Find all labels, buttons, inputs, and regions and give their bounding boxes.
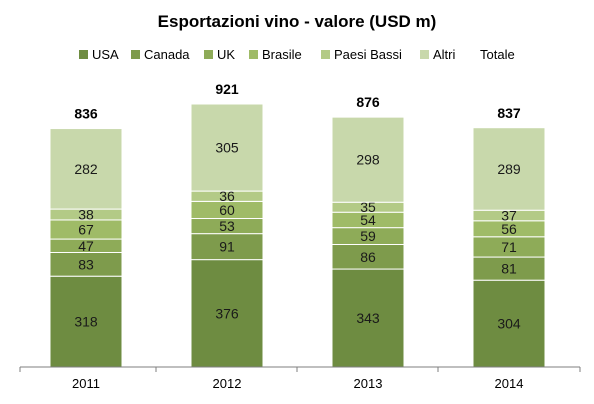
bar-label-2011-2: 47: [78, 238, 94, 254]
bar-label-2013-1: 86: [360, 249, 376, 265]
x-tick-2013: 2013: [354, 376, 383, 391]
bar-label-2012-0: 376: [215, 305, 239, 321]
bar-label-2013-3: 54: [360, 212, 376, 228]
bar-label-2012-3: 60: [219, 202, 235, 218]
bar-label-2012-2: 53: [219, 218, 235, 234]
chart-title: Esportazioni vino - valore (USD m): [158, 12, 437, 31]
total-label-2013: 876: [356, 94, 380, 110]
legend-label-1: Canada: [144, 47, 190, 62]
bar-label-2014-5: 289: [497, 161, 521, 177]
total-label-2012: 921: [215, 81, 239, 97]
bar-label-2011-3: 67: [78, 222, 94, 238]
x-tick-2012: 2012: [213, 376, 242, 391]
legend-swatch-1: [131, 50, 140, 59]
bar-2013-1: [331, 243, 405, 270]
bar-label-2012-4: 36: [219, 188, 235, 204]
total-labels: 836 921 876 837: [74, 81, 521, 121]
bar-label-2014-3: 56: [501, 221, 517, 237]
x-tick-2011: 2011: [72, 376, 100, 391]
legend-label-0: USA: [92, 47, 119, 62]
bar-label-2014-0: 304: [497, 316, 521, 332]
bar-label-2013-4: 35: [360, 199, 376, 215]
bar-label-2013-0: 343: [356, 310, 380, 326]
bar-2011-0: [49, 275, 123, 368]
bar-2011-5: [49, 128, 123, 210]
bar-2012-1: [190, 233, 264, 261]
bar-label-2013-5: 298: [356, 152, 380, 168]
bar-label-2014-1: 81: [501, 261, 517, 277]
bar-label-2011-0: 318: [74, 314, 98, 330]
bar-label-2011-5: 282: [74, 161, 98, 177]
legend: USA Canada UK Brasile Paesi Bassi Altri Totale: [79, 47, 515, 62]
bar-2014-5: [472, 127, 546, 211]
total-label-2014: 837: [497, 105, 521, 121]
bar-2013-5: [331, 116, 405, 203]
legend-label-2: UK: [217, 47, 235, 62]
legend-label-4: Paesi Bassi: [334, 47, 402, 62]
bar-label-2014-2: 71: [501, 239, 517, 255]
bar-label-2012-1: 91: [219, 239, 235, 255]
bar-label-2011-1: 83: [78, 256, 94, 272]
bar-2013-0: [331, 268, 405, 368]
bar-label-2013-2: 59: [360, 228, 376, 244]
legend-label-5: Altri: [433, 47, 456, 62]
bar-label-2014-4: 37: [501, 208, 517, 224]
legend-swatch-0: [79, 50, 88, 59]
legend-label-total: Totale: [480, 47, 515, 62]
legend-swatch-2: [204, 50, 213, 59]
legend-swatch-3: [249, 50, 258, 59]
bar-2012-5: [190, 103, 264, 192]
bar-label-2011-4: 38: [78, 207, 94, 223]
total-label-2011: 836: [74, 105, 98, 121]
bar-2012-0: [190, 259, 264, 368]
x-axis-ticks: 2011 2012 2013 2014: [19, 367, 581, 391]
legend-swatch-5: [420, 50, 429, 59]
x-tick-2014: 2014: [495, 376, 524, 391]
legend-swatch-4: [321, 50, 330, 59]
legend-label-3: Brasile: [262, 47, 302, 62]
bar-label-2012-5: 305: [215, 140, 239, 156]
